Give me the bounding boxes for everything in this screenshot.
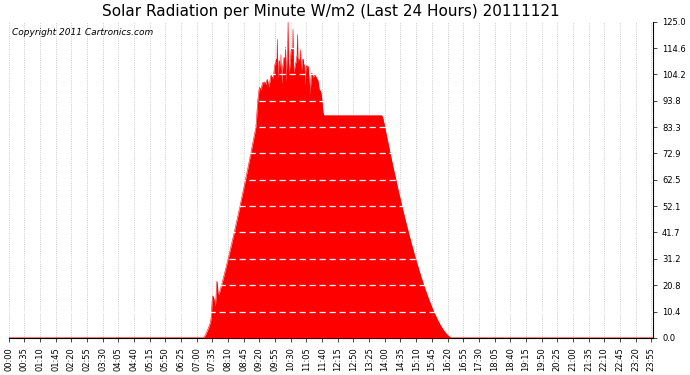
Title: Solar Radiation per Minute W/m2 (Last 24 Hours) 20111121: Solar Radiation per Minute W/m2 (Last 24… bbox=[102, 4, 560, 19]
Text: Copyright 2011 Cartronics.com: Copyright 2011 Cartronics.com bbox=[12, 28, 153, 37]
